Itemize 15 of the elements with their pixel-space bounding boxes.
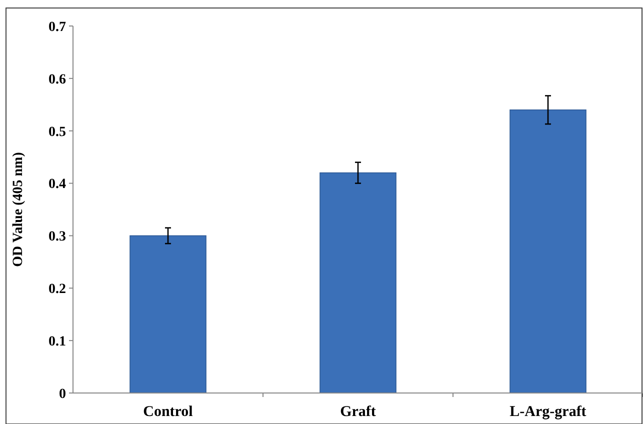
- bar: [510, 109, 586, 394]
- bar: [130, 235, 206, 394]
- y-tick-label: 0.1: [48, 334, 66, 350]
- x-tick-label: Control: [143, 404, 193, 420]
- x-tick-label: Graft: [340, 404, 376, 420]
- y-tick-label: 0.3: [48, 230, 66, 245]
- y-tick-label: 0.5: [48, 124, 66, 140]
- y-tick-label: 0: [59, 386, 66, 402]
- y-axis-title: OD Value (405 nm): [11, 152, 26, 267]
- x-tick-label: L-Arg-graft: [510, 404, 586, 420]
- y-tick-label: 0.6: [48, 72, 66, 88]
- y-tick-label: 0.2: [48, 282, 66, 298]
- y-tick-label: 0.4: [48, 177, 66, 192]
- y-tick-label: 0.7: [48, 20, 66, 35]
- bar: [320, 172, 396, 394]
